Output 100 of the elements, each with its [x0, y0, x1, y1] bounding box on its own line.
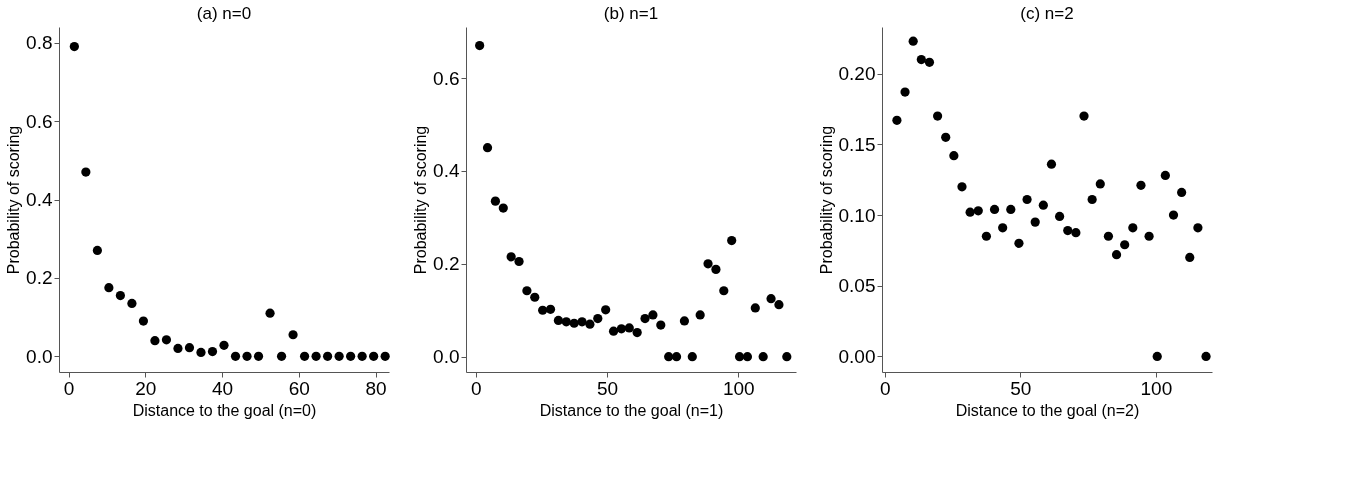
point: [81, 167, 91, 177]
point: [577, 317, 587, 327]
y-tick-label: 0.15: [838, 133, 876, 155]
point: [1014, 238, 1024, 248]
point: [687, 352, 697, 362]
point: [92, 245, 102, 256]
point: [1193, 223, 1203, 233]
point: [900, 87, 910, 97]
point: [1030, 217, 1040, 227]
point: [750, 303, 760, 313]
point: [334, 351, 344, 361]
x-tick-label: 40: [212, 377, 234, 399]
point: [482, 143, 493, 153]
point: [766, 294, 776, 304]
point: [949, 151, 959, 161]
point: [1055, 211, 1065, 222]
point: [593, 314, 603, 324]
point: [671, 352, 682, 362]
y-tick-label: 0.6: [26, 110, 53, 132]
point: [632, 327, 642, 338]
x-tick-label: 0: [63, 377, 75, 399]
point: [538, 305, 548, 315]
point: [616, 324, 627, 334]
y-axis-title: Probability of scoring: [412, 125, 430, 275]
point: [719, 286, 729, 296]
point: [1006, 204, 1016, 214]
point: [230, 351, 241, 361]
y-tick-label: 0.0: [26, 345, 53, 367]
point: [69, 42, 79, 52]
point: [1038, 200, 1048, 210]
y-tick-label: 0.6: [433, 67, 460, 89]
y-tick-label: 0.2: [433, 253, 460, 275]
point: [932, 111, 943, 121]
point: [585, 319, 595, 329]
point: [1022, 194, 1032, 205]
chart-title: (b) n=1: [603, 4, 659, 23]
point: [924, 57, 935, 67]
point: [1201, 351, 1211, 362]
point: [1177, 187, 1187, 198]
y-tick-label: 0.4: [26, 189, 53, 210]
point: [989, 204, 1000, 214]
point: [1160, 170, 1170, 181]
point: [1136, 180, 1146, 190]
point: [184, 343, 195, 353]
point: [1046, 159, 1057, 169]
point: [640, 314, 650, 324]
point: [957, 182, 967, 192]
point: [1111, 250, 1122, 260]
point: [115, 290, 126, 301]
point: [530, 292, 540, 302]
point: [322, 351, 333, 361]
point: [161, 335, 172, 345]
point: [553, 315, 564, 326]
point: [908, 36, 918, 46]
x-tick-label: 100: [1140, 377, 1173, 399]
point: [1103, 231, 1114, 241]
point: [1095, 179, 1105, 189]
point: [506, 252, 516, 262]
point: [311, 351, 321, 361]
x-tick-label: 100: [722, 377, 755, 399]
point: [380, 351, 390, 361]
point: [711, 264, 721, 274]
chart-title: (c) n=2: [1020, 4, 1074, 23]
point: [265, 308, 275, 318]
point: [916, 54, 926, 65]
x-tick-label: 20: [135, 377, 157, 399]
point: [1168, 210, 1179, 220]
point: [276, 351, 287, 361]
point: [127, 298, 137, 308]
point: [892, 115, 902, 125]
point: [569, 318, 579, 328]
x-tick-label: 0: [879, 377, 891, 399]
point: [522, 286, 532, 296]
point: [941, 132, 951, 142]
y-axis-title: Probability of scoring: [5, 125, 23, 275]
x-tick-label: 50: [1010, 377, 1032, 399]
y-tick-label: 0.0: [433, 346, 460, 368]
point: [695, 310, 705, 320]
x-tick-label: 80: [365, 377, 387, 399]
point: [561, 317, 571, 327]
chart-title: (a) n=0: [196, 4, 252, 23]
y-tick-label: 0.20: [838, 63, 876, 85]
y-tick-label: 0.10: [838, 204, 876, 226]
x-axis-title: Distance to the goal (n=0): [132, 401, 317, 419]
point: [758, 352, 768, 362]
point: [242, 351, 252, 361]
point: [1152, 351, 1162, 362]
point: [514, 256, 524, 267]
point: [475, 40, 485, 51]
point: [1128, 223, 1138, 233]
point: [601, 305, 611, 315]
x-axis-title: Distance to the goal (n=2): [955, 401, 1140, 419]
point: [664, 352, 674, 362]
point: [545, 304, 556, 314]
point: [1144, 231, 1154, 241]
point: [299, 351, 310, 361]
x-tick-label: 60: [288, 377, 310, 399]
point: [207, 347, 218, 357]
point: [648, 310, 658, 320]
point: [498, 203, 508, 213]
